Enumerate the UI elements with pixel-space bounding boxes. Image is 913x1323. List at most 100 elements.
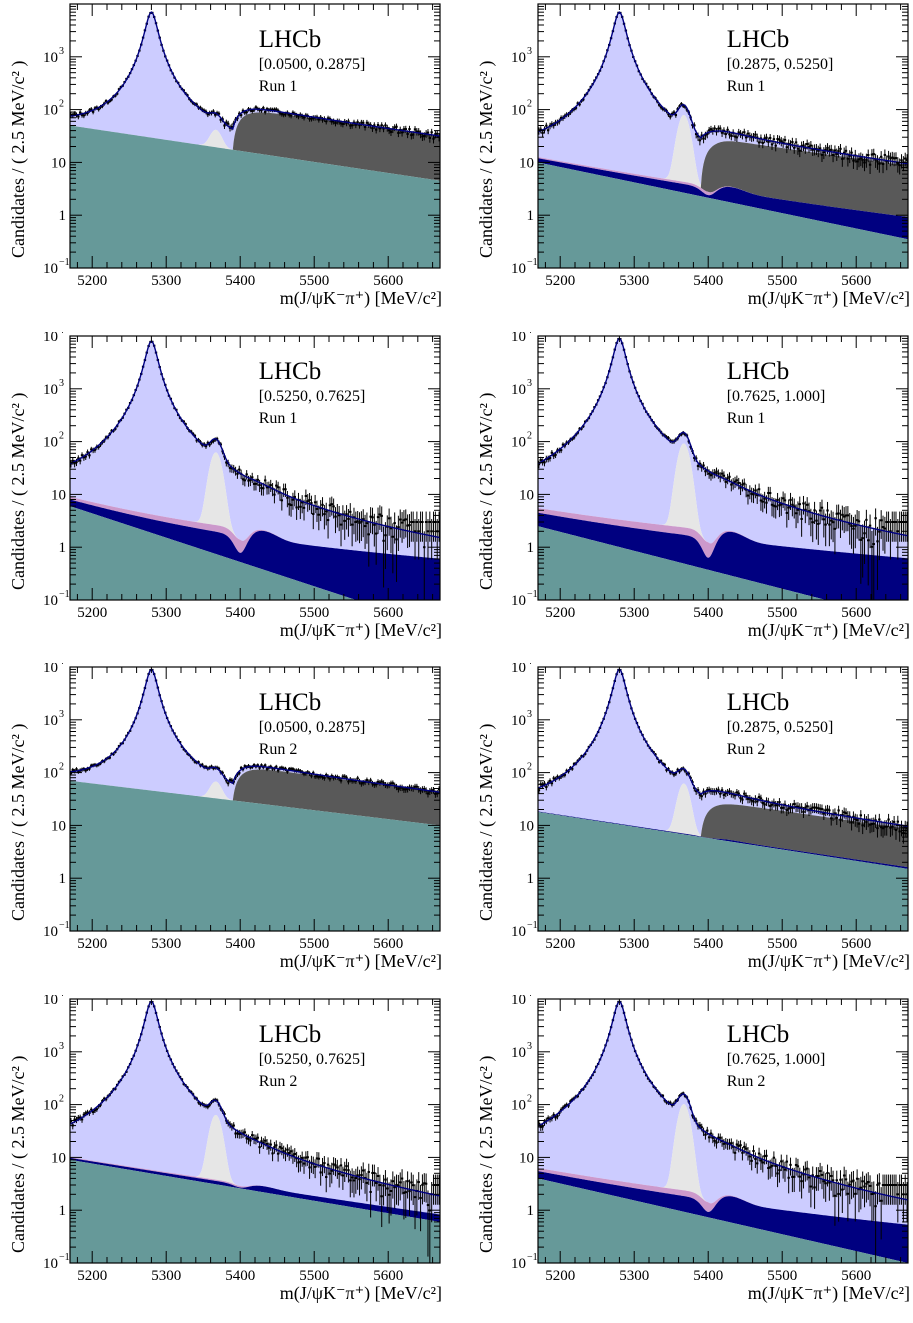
data-point — [571, 1098, 574, 1101]
data-point — [785, 1160, 789, 1163]
data-point — [228, 778, 232, 781]
data-point — [657, 103, 661, 106]
y-tick-label: 10 — [51, 155, 66, 171]
data-point — [332, 120, 335, 123]
data-point — [349, 510, 352, 513]
y-tick-exponent: 2 — [59, 1094, 64, 1105]
data-point — [817, 1174, 820, 1177]
data-point — [554, 1116, 557, 1119]
data-point — [321, 1164, 324, 1167]
y-tick-label: 10 — [43, 261, 58, 277]
data-point — [804, 1168, 807, 1171]
data-point — [783, 138, 787, 141]
data-point — [865, 1182, 868, 1185]
data-point — [371, 1171, 374, 1174]
data-point — [280, 499, 284, 502]
data-point — [844, 514, 848, 517]
data-point — [234, 1132, 237, 1135]
data-point — [696, 135, 700, 138]
data-point — [698, 793, 702, 796]
data-point — [84, 769, 87, 772]
data-point — [559, 449, 563, 452]
data-point — [415, 521, 419, 524]
data-point — [554, 453, 557, 456]
data-point — [872, 822, 875, 825]
data-point — [822, 812, 826, 815]
data-point — [874, 517, 877, 520]
data-point — [828, 1181, 831, 1184]
data-point — [417, 1181, 420, 1184]
data-point — [80, 454, 84, 457]
data-point — [341, 122, 345, 125]
data-point — [423, 787, 426, 790]
data-point — [397, 131, 400, 134]
y-tick-exponent: 4 — [59, 663, 64, 667]
data-point — [206, 441, 210, 444]
data-point — [310, 502, 313, 505]
y-tick-label: 10 — [511, 1045, 526, 1061]
data-point — [785, 146, 789, 149]
data-point — [576, 102, 579, 105]
data-point — [411, 133, 415, 136]
combinatorial-background — [538, 811, 908, 931]
data-point — [818, 807, 822, 810]
data-point — [818, 1170, 822, 1173]
y-tick-label: 10 — [511, 1098, 526, 1114]
data-point — [419, 789, 422, 792]
data-point — [345, 776, 348, 779]
combinatorial-background — [538, 526, 908, 600]
data-point — [204, 445, 208, 448]
data-point — [815, 806, 818, 809]
run-label: Run 2 — [258, 741, 298, 758]
y-tick-exponent: 2 — [527, 431, 532, 442]
data-point — [339, 779, 343, 782]
data-point — [737, 131, 740, 134]
data-point — [892, 157, 896, 160]
data-point — [360, 520, 363, 523]
y-tick-label: 10 — [43, 435, 58, 451]
data-point — [541, 131, 544, 134]
x-tick-label: 5300 — [619, 1268, 649, 1284]
x-tick-label: 5300 — [151, 936, 181, 952]
data-point — [108, 756, 111, 759]
data-point — [239, 114, 243, 117]
data-point — [243, 765, 247, 768]
data-point — [300, 1156, 304, 1159]
data-point — [867, 154, 870, 157]
data-point — [894, 1184, 898, 1187]
data-point — [835, 816, 838, 819]
data-point — [369, 1190, 372, 1193]
data-point — [850, 821, 853, 824]
data-point — [428, 136, 432, 139]
partially-reconstructed-component — [538, 141, 908, 217]
data-point — [572, 762, 576, 765]
y-tick-label: 10 — [511, 103, 526, 119]
data-point — [861, 158, 864, 161]
chart-panel-6: 5200530054005500560010−1110102103104LHCb… — [468, 663, 913, 991]
data-point — [768, 136, 772, 139]
data-point — [719, 1136, 722, 1139]
data-point — [406, 787, 409, 790]
data-point — [859, 1186, 863, 1189]
y-tick-exponent: 2 — [59, 762, 64, 773]
data-point — [768, 492, 772, 495]
data-point — [898, 1184, 901, 1187]
data-point — [197, 1101, 200, 1104]
data-point — [278, 767, 282, 770]
data-point — [308, 117, 311, 120]
data-point — [793, 1175, 796, 1178]
data-point — [251, 1134, 254, 1137]
data-point — [90, 1108, 93, 1111]
data-point — [905, 159, 908, 162]
data-point — [672, 773, 676, 776]
data-point — [77, 1116, 80, 1119]
data-point — [569, 1100, 572, 1103]
data-point — [789, 1163, 792, 1166]
data-point — [804, 508, 807, 511]
y-tick-label: 10 — [511, 1256, 526, 1272]
data-point — [358, 521, 361, 524]
data-point — [693, 124, 696, 127]
data-point — [730, 1142, 733, 1145]
data-point — [698, 139, 702, 142]
